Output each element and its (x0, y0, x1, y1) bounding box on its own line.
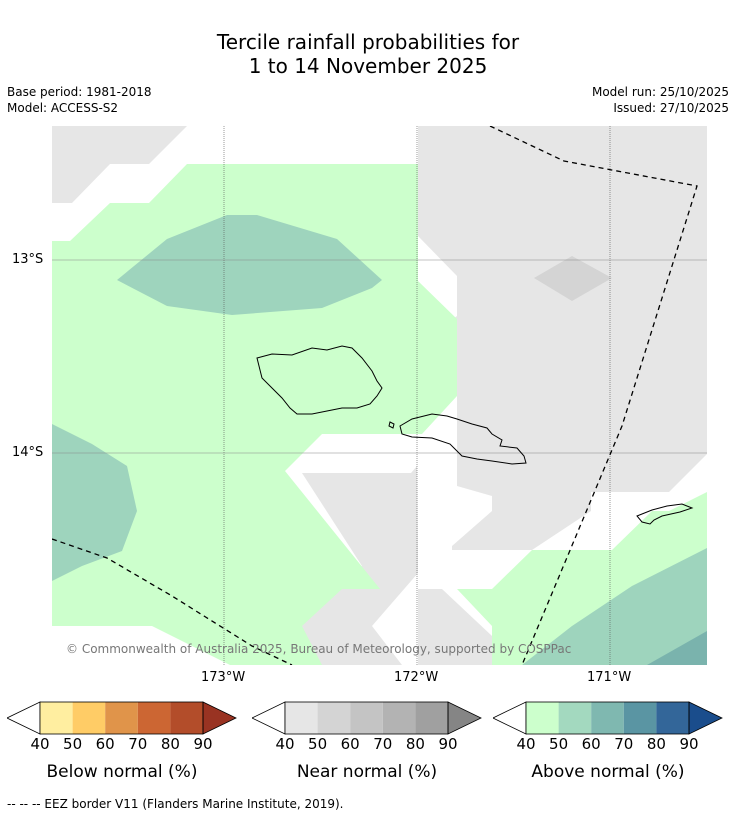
near-normal-tick-70: 70 (373, 735, 393, 753)
map-panel: © Commonwealth of Australia 2025, Bureau… (52, 126, 707, 665)
below-normal-swatch-40 (40, 702, 73, 734)
near-normal-region-south (262, 466, 418, 665)
map-title: Tercile rainfall probabilities for 1 to … (0, 30, 736, 78)
near-normal-tick-90: 90 (438, 735, 458, 753)
near-normal-extend-high (447, 701, 482, 735)
near-normal-region-south2 (418, 589, 492, 665)
model-run-text: Model run: 25/10/2025 (591, 85, 729, 99)
below-normal-extend-high (202, 701, 237, 735)
above-normal-blob-north (117, 215, 382, 315)
near-normal-diamond (534, 256, 612, 301)
near-normal-tick-40: 40 (275, 735, 295, 753)
title-line-2: 1 to 14 November 2025 (248, 54, 488, 78)
above-normal-blob-se (522, 548, 707, 665)
above-normal-outline (525, 701, 690, 735)
above-normal-tick-40: 40 (516, 735, 536, 753)
above-normal-colorbar-swatches (493, 701, 723, 735)
near-normal-tick-60: 60 (340, 735, 360, 753)
below-normal-swatch-70 (137, 702, 171, 734)
above-normal-tick-50: 50 (549, 735, 569, 753)
above-normal-label: Above normal (%) (531, 762, 685, 782)
near-normal-swatch-70 (382, 702, 416, 734)
below-normal-tick-60: 60 (95, 735, 115, 753)
gridlines-lat (52, 259, 707, 454)
above-normal-swatch-60 (591, 702, 624, 734)
below-normal-tick-40: 40 (30, 735, 50, 753)
above-normal-extend-high (688, 701, 723, 735)
near-normal-swatch-60 (350, 702, 383, 734)
near-normal-region-east (412, 126, 707, 550)
model-text: Model: ACCESS-S2 (7, 101, 119, 115)
near-normal-tick-50: 50 (308, 735, 328, 753)
near-normal-label: Near normal (%) (296, 762, 438, 782)
meta-right: Model run: 25/10/2025 Issued: 27/10/2025 (592, 84, 729, 116)
above-normal-colorbar: 40 50 60 70 80 90 Above normal (%) (493, 700, 723, 790)
below-normal-label: Below normal (%) (46, 762, 198, 782)
above-normal-tick-90: 90 (679, 735, 699, 753)
below-normal-swatch-50 (72, 702, 106, 734)
below-normal-colorbar: 40 50 60 70 80 90 Below normal (%) (7, 700, 237, 790)
lon-label-173w: 173°W (201, 670, 246, 685)
near-normal-swatch-80 (415, 702, 448, 734)
island-tutuila (636, 503, 694, 525)
above-normal-swatch-40 (526, 702, 559, 734)
lat-label-13s: 13°S (12, 252, 44, 267)
below-normal-swatch-80 (170, 702, 203, 734)
copyright-text: © Commonwealth of Australia 2025, Bureau… (66, 642, 571, 656)
below-normal-outline (39, 701, 204, 735)
island-savaii (256, 345, 383, 415)
near-normal-extend-low (252, 701, 286, 735)
near-normal-region-nw (52, 126, 187, 203)
base-period-text: Base period: 1981-2018 (7, 85, 152, 99)
below-normal-tick-80: 80 (160, 735, 180, 753)
below-normal-colorbar-swatches (7, 701, 237, 735)
eez-border-west (52, 538, 293, 665)
near-normal-swatch-40 (285, 702, 318, 734)
lon-label-171w: 171°W (587, 670, 632, 685)
below-normal-tick-50: 50 (63, 735, 83, 753)
near-normal-colorbar-swatches (252, 701, 482, 735)
near-normal-outline (284, 701, 449, 735)
below-normal-extend-low (7, 701, 41, 735)
below-normal-swatch-60 (105, 702, 138, 734)
above-normal-blob-se-dark (647, 631, 707, 665)
title-line-1: Tercile rainfall probabilities for (216, 30, 520, 54)
issued-text: Issued: 27/10/2025 (613, 101, 729, 115)
above-normal-swatch-80 (656, 702, 689, 734)
above-normal-tick-70: 70 (614, 735, 634, 753)
island-upolu (399, 413, 527, 465)
eez-border-east (489, 126, 698, 665)
below-normal-tick-70: 70 (128, 735, 148, 753)
above-normal-tick-80: 80 (646, 735, 666, 753)
island-manono (388, 421, 395, 429)
below-normal-tick-90: 90 (193, 735, 213, 753)
lon-label-172w: 172°W (394, 670, 439, 685)
eez-footnote: -- -- -- EEZ border V11 (Flanders Marine… (7, 797, 344, 811)
near-normal-swatch-50 (317, 702, 351, 734)
near-normal-colorbar: 40 50 60 70 80 90 Near normal (%) (252, 700, 482, 790)
above-normal-blob-west (52, 424, 137, 581)
above-normal-tick-60: 60 (581, 735, 601, 753)
above-normal-extend-low (493, 701, 527, 735)
above-normal-swatch-70 (623, 702, 657, 734)
lat-label-14s: 14°S (12, 445, 44, 460)
above-normal-swatch-50 (558, 702, 592, 734)
near-normal-tick-80: 80 (405, 735, 425, 753)
meta-left: Base period: 1981-2018 Model: ACCESS-S2 (7, 84, 152, 116)
